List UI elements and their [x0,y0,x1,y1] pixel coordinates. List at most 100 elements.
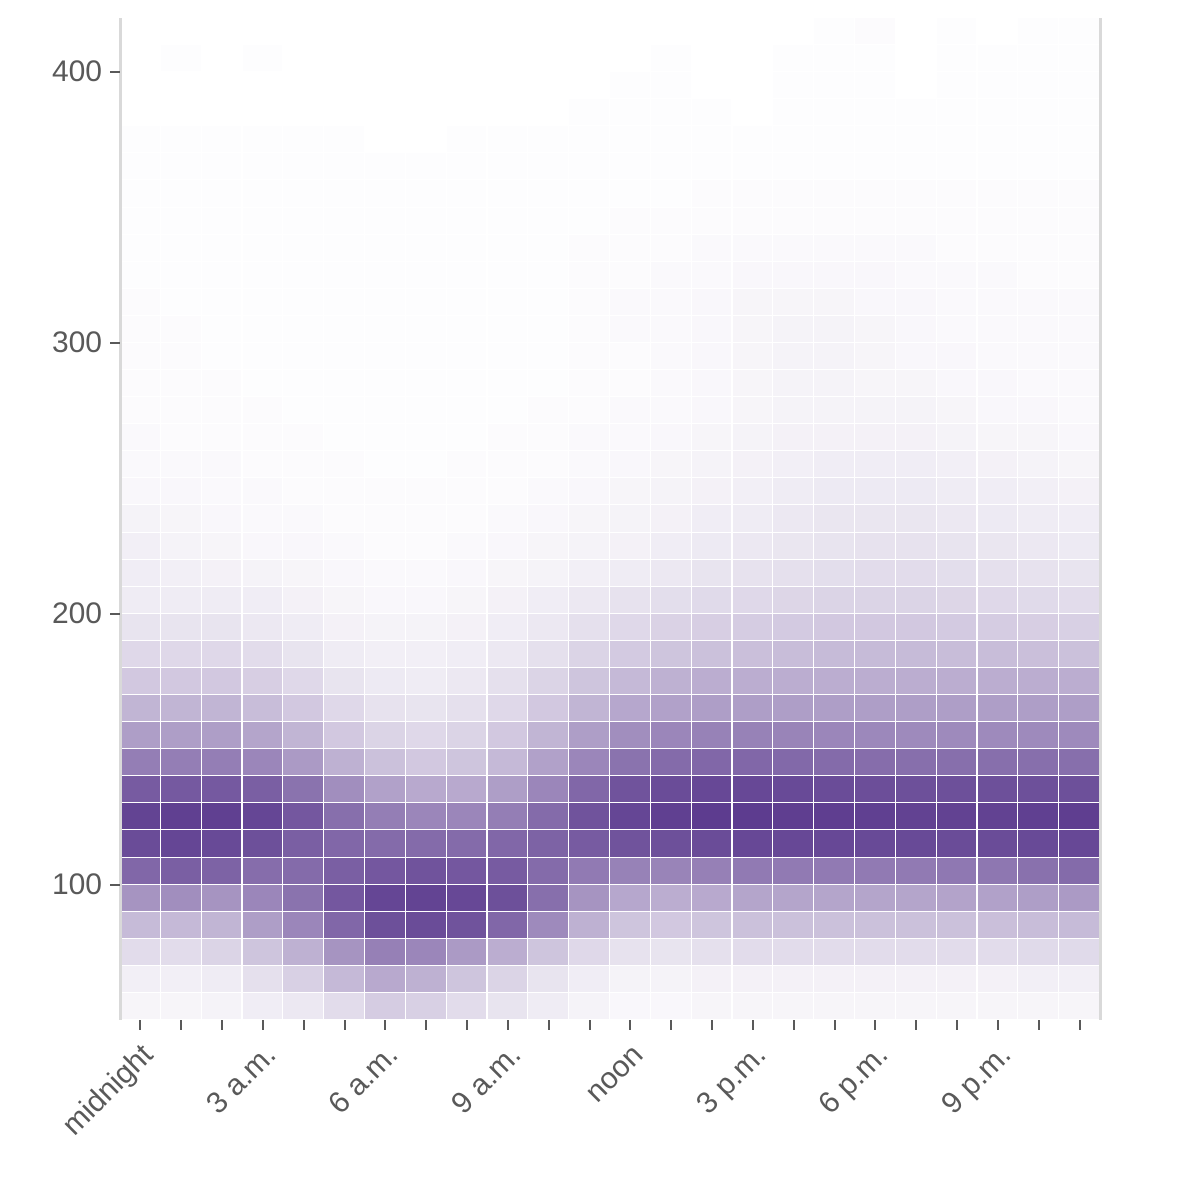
heatmap-cell [202,505,242,531]
heatmap-cell [610,397,650,423]
heatmap-cell [406,262,446,288]
heatmap-cell [978,885,1018,911]
heatmap-cell [937,993,977,1019]
heatmap-cell [488,262,528,288]
heatmap-cell [692,966,732,992]
heatmap-cell [651,289,691,315]
heatmap-cell [324,858,364,884]
heatmap-cell [202,858,242,884]
heatmap-cell [733,587,773,613]
heatmap-cell [161,153,201,179]
heatmap-cell [978,370,1018,396]
heatmap-cell [1018,45,1058,71]
heatmap-cell [651,560,691,586]
x-tick-mark [629,1020,631,1030]
heatmap-cell [243,18,283,44]
heatmap-cell [1018,18,1058,44]
heatmap-cell [733,749,773,775]
heatmap-cell [1018,424,1058,450]
heatmap-cell [488,235,528,261]
heatmap-cell [283,424,323,450]
heatmap-cell [610,153,650,179]
heatmap-cell [733,912,773,938]
heatmap-cell [406,993,446,1019]
heatmap-cell [937,668,977,694]
heatmap-cell [937,126,977,152]
heatmap-cell [202,587,242,613]
heatmap-cell [733,208,773,234]
heatmap-cell [610,289,650,315]
heatmap-cell [488,72,528,98]
heatmap-cell [896,885,936,911]
heatmap-cell [937,776,977,802]
heatmap-cell [855,695,895,721]
heatmap-cell [773,397,813,423]
heatmap-cell [814,235,854,261]
heatmap-cell [937,641,977,667]
heatmap-cell [569,885,609,911]
heatmap-cell [161,208,201,234]
heatmap-cell [528,451,568,477]
heatmap-cell [610,45,650,71]
heatmap-cell [1059,939,1099,965]
heatmap-cell [324,912,364,938]
heatmap-cell [406,397,446,423]
heatmap-cell [406,180,446,206]
heatmap-cell [610,370,650,396]
heatmap-cell [569,451,609,477]
heatmap-cell [202,235,242,261]
heatmap-cell [773,885,813,911]
heatmap-cell [1059,668,1099,694]
heatmap-cell [1059,478,1099,504]
heatmap-cell [1018,803,1058,829]
heatmap-cell [896,99,936,125]
heatmap-cell [651,99,691,125]
heatmap-cell [896,262,936,288]
heatmap-cell [855,614,895,640]
heatmap-cell [447,208,487,234]
heatmap-cell [937,370,977,396]
x-tick-mark [834,1020,836,1030]
heatmap-cell [365,478,405,504]
heatmap-cell [610,505,650,531]
heatmap-cell [365,262,405,288]
heatmap-cell [978,45,1018,71]
heatmap-cell [447,126,487,152]
heatmap-cell [978,830,1018,856]
heatmap-cell [283,451,323,477]
heatmap-cell [161,749,201,775]
heatmap-cell [120,343,160,369]
heatmap-cell [855,316,895,342]
heatmap-cell [569,803,609,829]
heatmap-cell [120,668,160,694]
heatmap-cell [1018,749,1058,775]
x-tick-mark [548,1020,550,1030]
heatmap-cell [937,451,977,477]
heatmap-cell [651,126,691,152]
heatmap-cell [283,343,323,369]
heatmap-cell [365,235,405,261]
heatmap-cell [365,668,405,694]
heatmap-cell [120,262,160,288]
heatmap-cell [528,126,568,152]
heatmap-cell [488,397,528,423]
heatmap-cell [488,478,528,504]
heatmap-cell [896,478,936,504]
heatmap-cell [447,776,487,802]
heatmap-cell [733,153,773,179]
heatmap-cell [773,803,813,829]
heatmap-cell [896,153,936,179]
heatmap-cell [406,776,446,802]
heatmap-cell [243,614,283,640]
heatmap-cell [324,722,364,748]
heatmap-cell [120,180,160,206]
heatmap-cell [324,289,364,315]
heatmap-cell [447,235,487,261]
heatmap-cell [855,180,895,206]
heatmap-cell [1018,695,1058,721]
heatmap-cell [447,993,487,1019]
heatmap-cell [773,235,813,261]
heatmap-cell [243,505,283,531]
heatmap-cell [283,560,323,586]
heatmap-cell [528,235,568,261]
